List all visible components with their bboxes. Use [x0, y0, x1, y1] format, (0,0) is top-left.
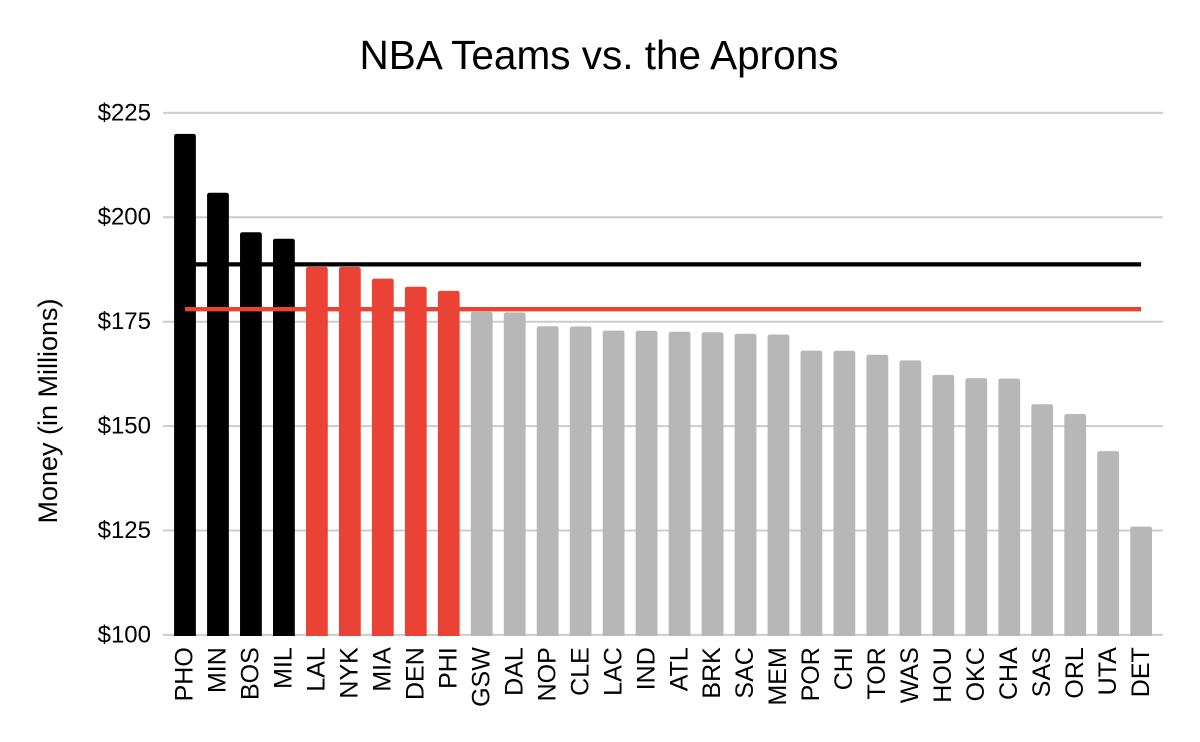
svg-text:Money (in Millions): Money (in Millions) — [33, 298, 63, 523]
svg-text:GSW: GSW — [467, 647, 495, 707]
svg-text:PHO: PHO — [171, 647, 199, 701]
svg-text:SAS: SAS — [1028, 647, 1056, 697]
svg-text:MIN: MIN — [204, 647, 232, 693]
svg-text:$200: $200 — [98, 204, 151, 231]
svg-text:PHI: PHI — [434, 647, 462, 689]
svg-text:ATL: ATL — [665, 647, 693, 691]
svg-text:CHI: CHI — [830, 647, 858, 690]
svg-text:DAL: DAL — [500, 647, 528, 696]
svg-text:$125: $125 — [98, 517, 151, 544]
svg-text:LAC: LAC — [599, 647, 627, 696]
svg-text:MIA: MIA — [369, 647, 397, 692]
svg-text:SAC: SAC — [731, 647, 759, 698]
svg-text:$100: $100 — [98, 621, 151, 648]
svg-text:CHA: CHA — [995, 647, 1023, 700]
svg-text:NBA Teams vs. the Aprons: NBA Teams vs. the Aprons — [360, 32, 839, 78]
svg-text:IND: IND — [632, 647, 660, 690]
svg-text:$175: $175 — [98, 308, 151, 335]
svg-text:POR: POR — [797, 647, 825, 701]
svg-text:BRK: BRK — [698, 647, 726, 699]
svg-text:MIL: MIL — [270, 647, 298, 689]
svg-text:MEM: MEM — [764, 647, 792, 705]
svg-text:$150: $150 — [98, 413, 151, 440]
svg-text:UTA: UTA — [1094, 647, 1122, 695]
svg-text:NOP: NOP — [533, 647, 561, 701]
svg-text:TOR: TOR — [863, 647, 891, 699]
svg-text:$225: $225 — [98, 99, 151, 126]
svg-text:DET: DET — [1127, 647, 1155, 697]
svg-text:DEN: DEN — [401, 647, 429, 700]
svg-text:NYK: NYK — [336, 647, 364, 699]
svg-text:LAL: LAL — [303, 647, 331, 692]
svg-text:CLE: CLE — [566, 647, 594, 696]
svg-text:BOS: BOS — [237, 647, 265, 700]
svg-text:WAS: WAS — [896, 647, 924, 703]
svg-text:OKC: OKC — [962, 647, 990, 701]
svg-text:HOU: HOU — [929, 647, 957, 703]
svg-text:ORL: ORL — [1061, 647, 1089, 699]
